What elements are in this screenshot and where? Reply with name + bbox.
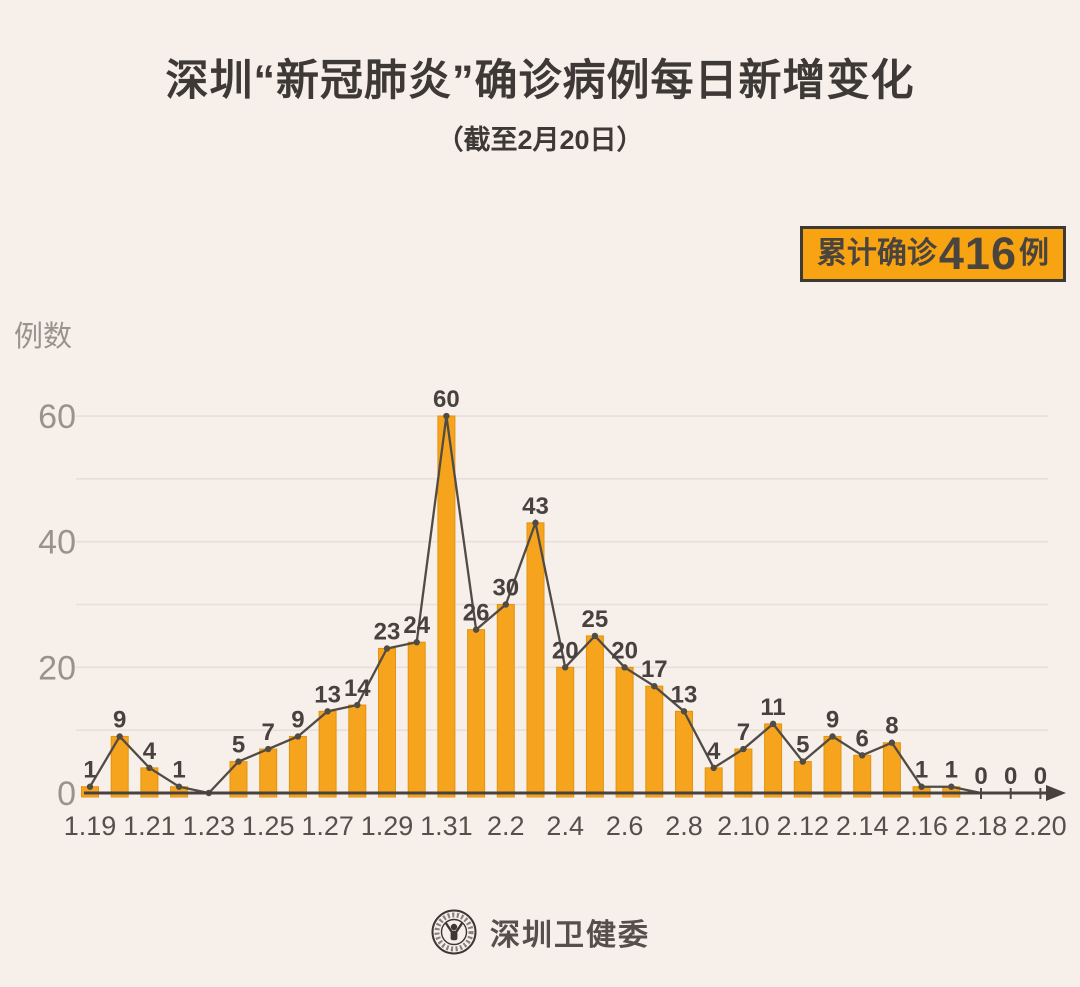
svg-text:1.29: 1.29 <box>361 811 414 841</box>
svg-text:25: 25 <box>582 606 609 633</box>
svg-text:2.14: 2.14 <box>836 811 889 841</box>
svg-text:20: 20 <box>38 649 76 687</box>
org-name: 深圳卫健委 <box>490 919 650 952</box>
svg-text:1.21: 1.21 <box>123 811 176 841</box>
svg-text:60: 60 <box>433 386 460 413</box>
svg-text:9: 9 <box>826 706 839 733</box>
svg-text:0: 0 <box>974 763 987 790</box>
svg-text:2.6: 2.6 <box>606 811 644 841</box>
svg-text:2.18: 2.18 <box>955 811 1008 841</box>
badge-prefix: 累计确诊 <box>816 237 937 270</box>
svg-text:1: 1 <box>945 757 958 784</box>
svg-text:7: 7 <box>262 719 275 746</box>
badge-count: 416 <box>938 228 1017 279</box>
svg-text:1: 1 <box>915 757 928 784</box>
svg-text:24: 24 <box>403 612 430 639</box>
svg-text:0: 0 <box>57 775 76 813</box>
svg-text:13: 13 <box>314 681 341 708</box>
svg-text:8: 8 <box>885 713 898 740</box>
svg-text:2.4: 2.4 <box>546 811 584 841</box>
svg-text:17: 17 <box>641 656 668 683</box>
svg-text:2.20: 2.20 <box>1014 811 1067 841</box>
svg-text:2.2: 2.2 <box>487 811 525 841</box>
svg-text:1.23: 1.23 <box>183 811 236 841</box>
svg-text:14: 14 <box>344 675 371 702</box>
svg-text:9: 9 <box>291 706 304 733</box>
svg-text:例数: 例数 <box>14 320 72 353</box>
page-subtitle: （截至2月20日） <box>436 125 644 155</box>
total-confirmed-badge: 累计确诊 416 例 <box>799 226 1066 282</box>
svg-text:0: 0 <box>1004 763 1017 790</box>
svg-text:2.16: 2.16 <box>895 811 948 841</box>
svg-text:4: 4 <box>143 738 157 765</box>
svg-text:5: 5 <box>796 732 809 759</box>
svg-text:43: 43 <box>522 493 549 520</box>
svg-text:0: 0 <box>1034 763 1047 790</box>
svg-text:1: 1 <box>172 757 185 784</box>
svg-text:2.10: 2.10 <box>717 811 770 841</box>
badge-suffix: 例 <box>1019 237 1049 270</box>
svg-text:9: 9 <box>113 706 126 733</box>
svg-text:2.8: 2.8 <box>665 811 703 841</box>
svg-text:13: 13 <box>671 681 698 708</box>
svg-text:30: 30 <box>492 575 519 602</box>
svg-text:26: 26 <box>463 600 490 627</box>
svg-text:11: 11 <box>760 694 785 721</box>
svg-text:1.31: 1.31 <box>420 811 473 841</box>
svg-text:5: 5 <box>232 732 245 759</box>
svg-text:7: 7 <box>737 719 750 746</box>
svg-text:1: 1 <box>83 757 96 784</box>
svg-text:1.25: 1.25 <box>242 811 295 841</box>
svg-text:40: 40 <box>38 524 76 562</box>
svg-text:20: 20 <box>552 637 579 664</box>
svg-text:60: 60 <box>38 398 76 436</box>
svg-text:4: 4 <box>707 738 721 765</box>
page-title: 深圳“新冠肺炎”确诊病例每日新增变化 <box>165 57 915 105</box>
svg-text:23: 23 <box>374 618 401 645</box>
svg-text:1.19: 1.19 <box>64 811 117 841</box>
svg-text:2.12: 2.12 <box>777 811 830 841</box>
svg-text:6: 6 <box>856 725 869 752</box>
shenzhen-health-commission-logo-icon <box>431 909 477 955</box>
footer: 深圳卫健委 <box>0 908 1080 956</box>
svg-text:1.27: 1.27 <box>301 811 354 841</box>
svg-text:20: 20 <box>611 637 638 664</box>
